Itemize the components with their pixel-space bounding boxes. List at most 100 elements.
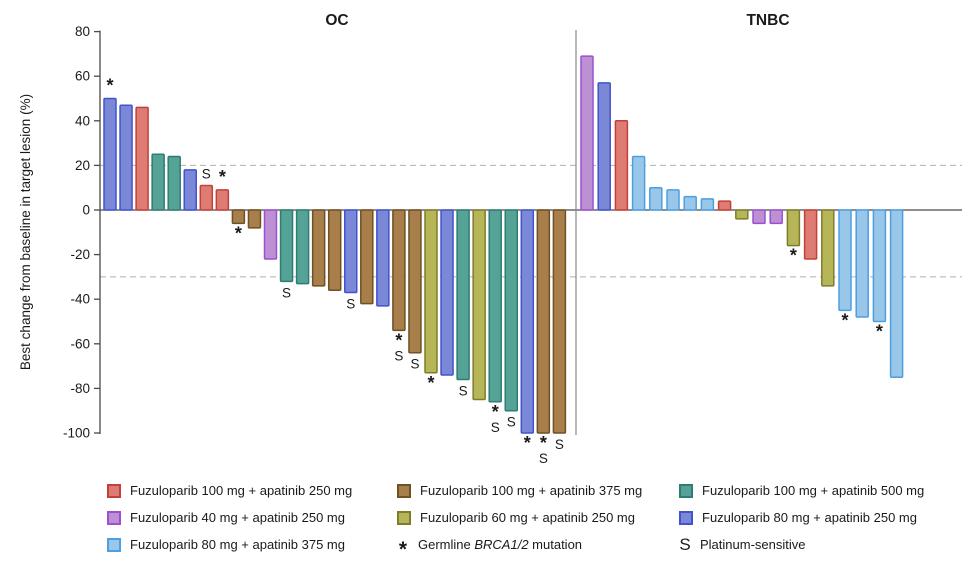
legend-swatch-icon	[397, 510, 411, 525]
legend-label: Germline BRCA1/2 mutation	[418, 537, 583, 552]
bar	[247, 209, 262, 229]
y-axis-tick-label: -100	[63, 426, 90, 441]
legend-swatch-icon	[397, 483, 411, 498]
legend-label: Fuzuloparib 100 mg + apatinib 500 mg	[702, 483, 925, 498]
bar	[666, 189, 680, 211]
bar	[263, 209, 278, 260]
bar	[631, 155, 646, 211]
legend-item: Fuzuloparib 100 mg + apatinib 375 mg	[397, 483, 679, 498]
bar	[488, 209, 502, 403]
legend-label: Fuzuloparib 100 mg + apatinib 375 mg	[420, 483, 643, 498]
bar	[183, 169, 197, 211]
bar	[614, 120, 629, 211]
platinum-sensitive-marker: S	[202, 166, 211, 181]
bar	[151, 153, 165, 211]
bar	[536, 209, 551, 434]
panel-title-oc: OC	[325, 12, 348, 29]
legend: Fuzuloparib 100 mg + apatinib 250 mg Fuzu…	[0, 483, 976, 561]
bar	[872, 209, 887, 323]
legend-item: Fuzuloparib 80 mg + apatinib 375 mg	[107, 537, 397, 552]
brca-mutation-marker: *	[492, 402, 499, 422]
legend-item: S Platinum-sensitive	[679, 534, 960, 554]
legend-label: Fuzuloparib 80 mg + apatinib 375 mg	[130, 537, 345, 552]
brca-mutation-marker: *	[540, 433, 547, 453]
legend-swatch-icon	[679, 510, 693, 525]
y-axis-title: Best change from baseline in target lesi…	[18, 94, 33, 370]
y-axis-tick-label: -40	[70, 292, 90, 307]
bar	[683, 195, 697, 211]
bar	[327, 209, 342, 292]
bar	[167, 155, 181, 211]
y-axis-tick-label: 80	[75, 24, 90, 39]
y-axis-tick-label: -60	[70, 336, 90, 351]
platinum-sensitive-marker: S	[459, 383, 468, 398]
bar	[769, 209, 783, 225]
bar	[597, 82, 611, 211]
platinum-sensitive-icon: S	[679, 534, 691, 554]
bar	[520, 209, 535, 434]
brca-mutation-marker: *	[395, 330, 402, 350]
brca-mutation-marker: *	[106, 76, 113, 96]
platinum-sensitive-marker: S	[282, 285, 291, 300]
legend-label: Fuzuloparib 40 mg + apatinib 250 mg	[130, 510, 345, 525]
bar	[838, 209, 852, 312]
brca-mutation-marker: *	[790, 246, 797, 266]
platinum-sensitive-marker: S	[410, 357, 419, 372]
y-axis-tick-label: 40	[75, 113, 90, 128]
platinum-sensitive-marker: S	[507, 415, 516, 430]
bar	[456, 209, 470, 381]
y-axis-tick-label: -20	[70, 247, 90, 262]
legend-item: * Germline BRCA1/2 mutation	[397, 537, 679, 561]
bar	[803, 209, 818, 260]
bar	[408, 209, 422, 354]
bar	[855, 209, 869, 318]
brca-mutation-marker: *	[524, 433, 531, 453]
bar	[376, 209, 390, 307]
bar	[889, 209, 904, 378]
waterfall-chart: 80 60 40 20 0 -20 -40 -60 -80 -100 Best change fro…	[18, 12, 962, 466]
platinum-sensitive-marker: S	[394, 348, 403, 363]
legend-swatch-icon	[107, 483, 121, 498]
brca-mutation-marker: *	[219, 167, 226, 187]
bar	[344, 209, 358, 294]
legend-item: Fuzuloparib 80 mg + apatinib 250 mg	[679, 510, 960, 525]
legend-label: Fuzuloparib 100 mg + apatinib 250 mg	[130, 483, 353, 498]
legend-item: Fuzuloparib 60 mg + apatinib 250 mg	[397, 510, 679, 525]
brca-mutation-marker: *	[235, 223, 242, 243]
bar	[472, 209, 486, 401]
brca-mutation-marker: *	[427, 373, 434, 393]
bar	[119, 104, 133, 211]
legend-label: Platinum-sensitive	[700, 537, 806, 552]
bar	[135, 106, 149, 211]
platinum-sensitive-marker: S	[555, 437, 564, 452]
legend-swatch-icon	[107, 537, 121, 552]
bar	[103, 97, 117, 211]
legend-item: Fuzuloparib 40 mg + apatinib 250 mg	[107, 510, 397, 525]
bar	[649, 186, 663, 211]
bar	[215, 189, 230, 211]
y-axis-tick-label: 60	[75, 69, 90, 84]
platinum-sensitive-marker: S	[491, 420, 500, 435]
bar	[700, 198, 715, 211]
bar	[424, 209, 438, 374]
bar	[717, 200, 732, 211]
bar	[752, 209, 766, 225]
bar	[504, 209, 518, 412]
brca-mutation-marker: *	[841, 310, 848, 330]
bar	[199, 184, 214, 211]
bar	[821, 209, 835, 287]
bar	[279, 209, 294, 283]
legend-item: Fuzuloparib 100 mg + apatinib 250 mg	[107, 483, 397, 498]
bar	[231, 209, 246, 225]
bar	[786, 209, 801, 247]
bar	[360, 209, 374, 305]
legend-label: Fuzuloparib 60 mg + apatinib 250 mg	[420, 510, 635, 525]
panel-title-tnbc: TNBC	[746, 12, 789, 29]
y-axis-tick-label: 0	[82, 203, 90, 218]
asterisk-icon: *	[398, 537, 408, 561]
y-axis-tick-label: 20	[75, 158, 90, 173]
legend-swatch-icon	[679, 483, 693, 498]
platinum-sensitive-marker: S	[346, 297, 355, 312]
platinum-sensitive-marker: S	[539, 451, 548, 466]
bar	[392, 209, 406, 332]
